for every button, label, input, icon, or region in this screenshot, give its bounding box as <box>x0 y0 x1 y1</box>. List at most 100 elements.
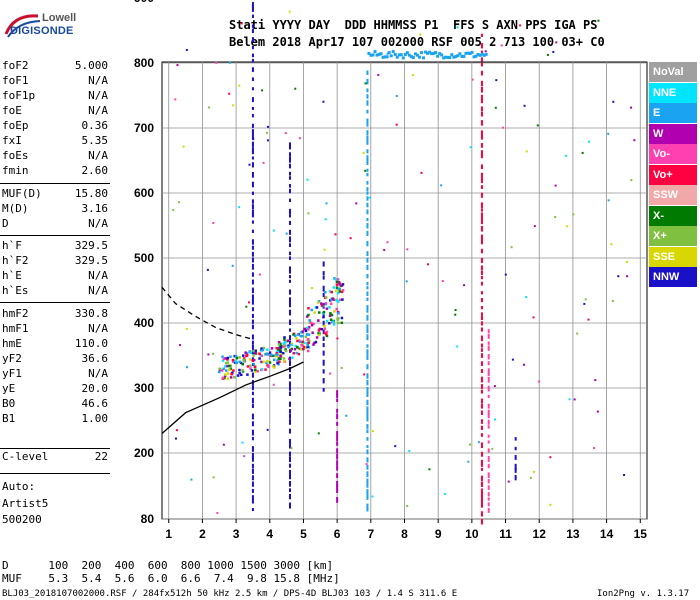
echo-mark <box>288 152 291 157</box>
echo-mark <box>317 300 321 303</box>
echo-mark <box>474 54 478 58</box>
echo-mark <box>366 324 369 331</box>
echo-mark <box>172 209 175 212</box>
echo-mark <box>366 209 369 215</box>
sidebar-divider <box>0 183 110 184</box>
echo-mark <box>252 349 255 353</box>
echo-mark <box>238 84 241 87</box>
echo-mark <box>456 345 459 348</box>
echo-mark <box>251 421 254 427</box>
echo-mark <box>366 464 369 470</box>
echo-mark <box>323 248 326 251</box>
echo-mark <box>408 450 411 453</box>
echo-mark <box>224 365 227 368</box>
echo-mark <box>480 212 483 219</box>
param-name: hmE <box>2 337 22 350</box>
sidebar-divider <box>0 473 110 474</box>
echo-mark <box>487 341 490 345</box>
echo-mark <box>366 437 369 441</box>
echo-mark <box>442 56 446 60</box>
echo-mark <box>288 188 291 194</box>
echo-mark <box>288 340 291 345</box>
echo-mark <box>279 347 282 351</box>
echo-mark <box>366 482 369 488</box>
echo-mark <box>266 348 269 351</box>
echo-mark <box>480 134 483 140</box>
echo-mark <box>251 199 254 204</box>
param-name: MUF(D) <box>2 187 42 200</box>
echo-mark <box>251 468 254 474</box>
echo-mark <box>267 365 270 369</box>
echo-mark <box>612 100 615 103</box>
echo-mark <box>355 202 358 205</box>
x-tick-label: 9 <box>435 527 442 541</box>
echo-mark <box>288 401 291 407</box>
echo-mark <box>306 338 309 342</box>
echo-mark <box>322 336 325 341</box>
echo-mark <box>458 52 462 56</box>
x-tick-label: 5 <box>300 527 307 541</box>
echo-mark <box>186 366 189 369</box>
echo-mark <box>266 125 269 128</box>
echo-mark <box>500 44 503 47</box>
echo-mark <box>220 369 224 372</box>
echo-mark <box>249 351 252 355</box>
echo-mark <box>385 55 389 59</box>
y-tick-label: 400 <box>134 316 154 330</box>
echo-mark <box>487 497 490 501</box>
echo-mark <box>251 319 254 324</box>
param-value: 330.8 <box>74 307 108 320</box>
echo-mark <box>282 360 286 363</box>
echo-mark <box>480 353 483 358</box>
echo-mark <box>366 281 369 286</box>
echo-mark <box>340 290 344 294</box>
echo-mark <box>411 74 414 77</box>
echo-mark <box>240 22 243 25</box>
echo-mark <box>332 323 336 326</box>
echo-mark <box>221 359 225 362</box>
echo-mark <box>480 225 483 232</box>
echo-mark <box>373 50 377 54</box>
echo-mark <box>450 53 454 57</box>
echo-mark <box>633 139 636 142</box>
param-name: foF1p <box>2 89 36 102</box>
echo-mark <box>522 363 525 366</box>
echo-mark <box>322 378 325 384</box>
echo-mark <box>401 56 405 60</box>
echo-mark <box>308 339 311 343</box>
echo-mark <box>282 357 286 360</box>
echo-mark <box>264 352 267 356</box>
echo-mark <box>288 146 291 150</box>
param-value: 36.6 <box>81 352 109 365</box>
echo-mark <box>224 361 228 365</box>
echo-mark <box>581 151 584 154</box>
x-tick-label: 11 <box>499 527 512 541</box>
echo-mark <box>225 369 228 372</box>
echo-mark <box>330 290 333 294</box>
echo-mark <box>337 316 340 320</box>
echo-mark <box>283 338 286 341</box>
echo-mark <box>487 472 490 479</box>
param-value: N/A <box>88 149 108 162</box>
echo-mark <box>288 274 291 279</box>
echo-mark <box>251 171 254 178</box>
echo-mark <box>310 287 313 290</box>
echo-mark <box>317 319 320 322</box>
echo-mark <box>272 358 276 362</box>
y-tick-label: 600 <box>134 186 154 200</box>
echo-mark <box>596 410 599 413</box>
echo-mark <box>261 89 264 92</box>
echo-mark <box>288 475 291 480</box>
echo-mark <box>329 318 333 321</box>
echo-mark <box>222 357 225 360</box>
echo-mark <box>307 346 311 349</box>
echo-mark <box>251 334 254 340</box>
echo-mark <box>251 495 254 501</box>
echo-mark <box>288 176 291 180</box>
echo-mark <box>288 297 291 303</box>
param-value: 3.16 <box>81 202 109 215</box>
echo-mark <box>212 222 215 225</box>
echo-mark <box>288 335 291 341</box>
echo-mark <box>366 379 369 386</box>
